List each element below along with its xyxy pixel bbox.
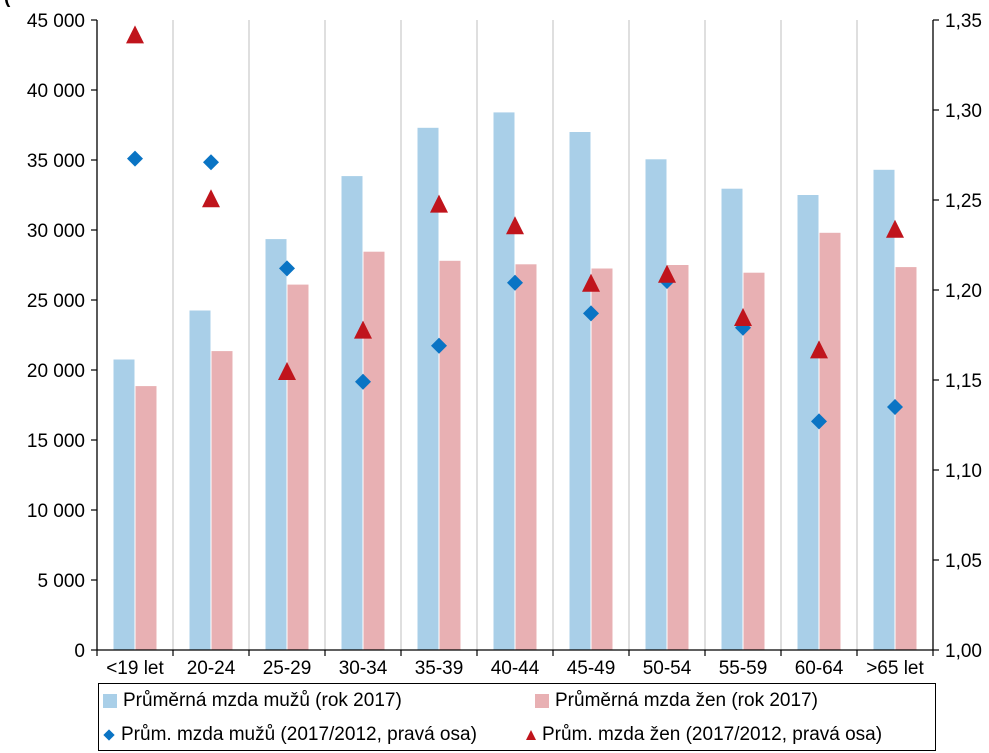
left-tick-label: 10 000 [27, 501, 85, 522]
title-fragment: ( [4, 0, 11, 8]
bar-men [417, 127, 439, 651]
bar-men [265, 239, 287, 650]
bar-women [743, 272, 765, 650]
bar-women [135, 386, 157, 650]
left-tick-label: 45 000 [27, 11, 85, 32]
bar-women [895, 267, 917, 650]
bar-men [721, 188, 743, 650]
category-label: 60-64 [795, 658, 844, 679]
bar-men [797, 195, 819, 650]
legend-item-women-bar: Průměrná mzda žen (rok 2017) [535, 690, 818, 712]
bar-men [873, 169, 895, 651]
left-tick-label: 0 [74, 641, 85, 662]
bar-men [341, 176, 363, 650]
legend: Průměrná mzda mužů (rok 2017) Průměrná m… [98, 683, 936, 751]
category-label: 40-44 [491, 658, 540, 679]
legend-label-women-ratio: Prům. mzda žen (2017/2012, pravá osa) [542, 724, 883, 745]
axes [96, 20, 934, 651]
marker-men-ratio [507, 274, 523, 291]
marker-women-ratio [278, 362, 296, 380]
right-tick-label: 1,20 [945, 281, 982, 302]
category-label: 30-34 [339, 658, 388, 679]
marker-women-ratio [430, 194, 448, 213]
marker-women-ratio [582, 273, 600, 292]
legend-swatch-men-bar [103, 694, 117, 708]
marker-men-ratio [583, 305, 599, 322]
legend-item-women-ratio: Prům. mzda žen (2017/2012, pravá osa) [522, 724, 882, 746]
bar-women [363, 251, 385, 650]
marker-women-ratio [126, 25, 144, 44]
legend-marker-diamond [103, 729, 115, 741]
bar-men [189, 310, 211, 650]
bar-men [493, 112, 515, 650]
left-tick-label: 30 000 [27, 221, 85, 242]
bar-women [819, 232, 841, 651]
left-tick-label: 20 000 [27, 361, 85, 382]
markers [126, 25, 904, 430]
marker-men-ratio [127, 150, 143, 167]
category-label: 20-24 [187, 658, 236, 679]
left-tick-label: 15 000 [27, 431, 85, 452]
marker-men-ratio [431, 337, 447, 354]
legend-label-women-bar: Průměrná mzda žen (rok 2017) [555, 690, 818, 711]
left-tick-label: 25 000 [27, 291, 85, 312]
bar-men [113, 359, 135, 650]
right-tick-label: 1,10 [945, 461, 982, 482]
left-tick-label: 5 000 [37, 571, 85, 592]
bar-men [569, 132, 591, 650]
category-label: <19 let [106, 658, 164, 679]
legend-swatch-women-bar [535, 694, 549, 708]
category-label: >65 let [866, 658, 924, 679]
legend-item-men-ratio: Prům. mzda mužů (2017/2012, pravá osa) [101, 724, 477, 746]
marker-men-ratio [811, 413, 827, 430]
right-tick-label: 1,00 [945, 641, 982, 662]
bar-women [211, 351, 233, 650]
marker-women-ratio [354, 320, 372, 339]
right-tick-label: 1,15 [945, 371, 982, 392]
category-labels: <19 let 20-24 25-29 30-34 35-39 40-44 45-49 50-… [96, 650, 934, 679]
bar-women [667, 265, 689, 650]
marker-women-ratio [202, 189, 220, 208]
legend-item-men-bar: Průměrná mzda mužů (rok 2017) [103, 690, 402, 712]
bars [113, 112, 917, 651]
category-label: 25-29 [263, 658, 312, 679]
marker-men-ratio [355, 373, 371, 390]
right-tick-label: 1,30 [945, 101, 982, 122]
legend-marker-triangle [526, 730, 536, 740]
marker-men-ratio [279, 260, 295, 277]
bar-women [287, 284, 309, 650]
bar-women [591, 268, 613, 650]
left-axis-ticks: 0 5 000 10 000 15 000 20 000 25 000 30 000 35 0… [27, 11, 97, 662]
marker-women-ratio [658, 264, 676, 283]
legend-label-men-ratio: Prům. mzda mužů (2017/2012, pravá osa) [121, 724, 477, 745]
grid [172, 20, 858, 650]
right-axis-ticks: 1,00 1,05 1,10 1,15 1,20 1,25 1,30 1,35 [933, 11, 982, 662]
marker-women-ratio [886, 219, 904, 238]
category-label: 50-54 [643, 658, 692, 679]
chart-title-cut: ( [4, 0, 11, 8]
marker-women-ratio [506, 216, 524, 235]
right-tick-label: 1,35 [945, 11, 982, 32]
marker-women-ratio [810, 340, 828, 359]
chart: ( 0 5 000 10 000 15 000 20 000 25 000 30 000 35… [4, 0, 982, 679]
right-tick-label: 1,25 [945, 191, 982, 212]
bar-men [645, 159, 667, 651]
left-tick-label: 35 000 [27, 151, 85, 172]
category-label: 55-59 [719, 658, 768, 679]
bar-women [439, 260, 461, 650]
category-label: 35-39 [415, 658, 464, 679]
right-tick-label: 1,05 [945, 551, 982, 572]
bar-women [515, 264, 537, 650]
marker-women-ratio [734, 308, 752, 326]
left-tick-label: 40 000 [27, 81, 85, 102]
marker-men-ratio [887, 399, 903, 415]
category-label: 45-49 [567, 658, 616, 679]
marker-men-ratio [203, 154, 219, 171]
legend-label-men-bar: Průměrná mzda mužů (rok 2017) [123, 690, 402, 711]
